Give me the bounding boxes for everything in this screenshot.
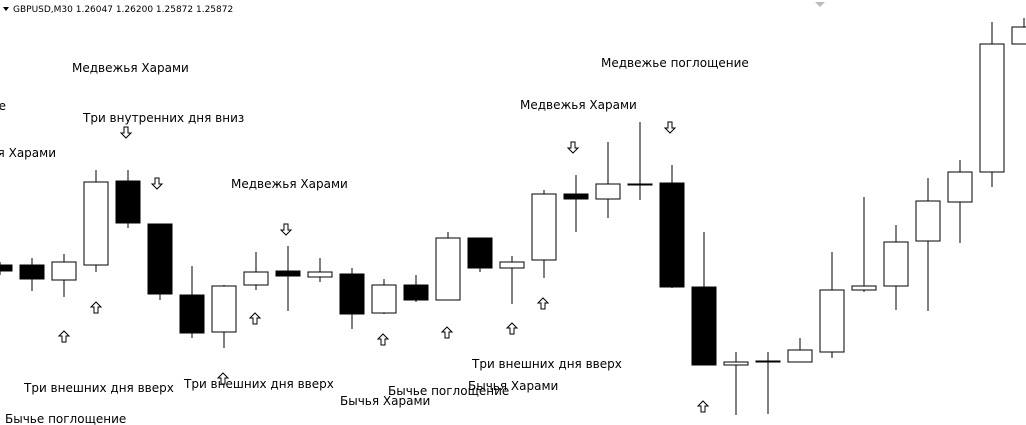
pattern-label: Три внешних дня вверх bbox=[183, 377, 334, 391]
pattern-label: Бычье поглощение bbox=[5, 412, 126, 425]
candle-body bbox=[179, 294, 205, 334]
candle-body bbox=[1011, 26, 1026, 45]
candle-body bbox=[115, 180, 141, 224]
pattern-label: Медвежье поглощение bbox=[601, 56, 749, 70]
pattern-label: Медвежье поглощение bbox=[0, 99, 6, 113]
candle-body bbox=[467, 237, 493, 269]
candle-body bbox=[19, 264, 45, 280]
up-arrow bbox=[216, 372, 230, 385]
up-arrow bbox=[440, 326, 454, 339]
pattern-label: Медвежья Харами bbox=[72, 61, 189, 75]
candles bbox=[0, 18, 1026, 415]
down-arrow bbox=[119, 126, 133, 139]
candle-body bbox=[435, 237, 461, 301]
pattern-label: Три внешних дня вверх bbox=[23, 381, 174, 395]
candle-body bbox=[339, 273, 365, 315]
down-arrow bbox=[150, 177, 164, 190]
candle-body bbox=[659, 182, 685, 288]
arrows bbox=[57, 121, 710, 413]
symbol-menu-triangle[interactable] bbox=[3, 7, 9, 11]
candle-body bbox=[307, 271, 333, 278]
candle-body bbox=[723, 361, 749, 366]
candle-body bbox=[243, 271, 269, 286]
candle-body bbox=[83, 181, 109, 266]
candle-body bbox=[755, 360, 781, 363]
up-arrow bbox=[248, 312, 262, 325]
up-arrow bbox=[89, 301, 103, 314]
pattern-label: Медвежья Харами bbox=[520, 98, 637, 112]
candle-body bbox=[563, 193, 589, 200]
pattern-label: Бычье поглощение bbox=[388, 384, 509, 398]
pattern-label: Бычья Харами bbox=[340, 394, 430, 408]
pattern-label: Бычья Харами bbox=[468, 379, 558, 393]
chart-header: GBPUSD,M30 1.26047 1.26200 1.25872 1.258… bbox=[13, 5, 233, 15]
up-arrow bbox=[57, 330, 71, 343]
candle-body bbox=[275, 270, 301, 277]
candle-body bbox=[979, 43, 1005, 173]
candle-body bbox=[819, 289, 845, 353]
candle-body bbox=[915, 200, 941, 242]
up-arrow bbox=[376, 333, 390, 346]
candle-body bbox=[499, 261, 525, 269]
down-arrow bbox=[663, 121, 677, 134]
candle-body bbox=[627, 183, 653, 186]
candle-body bbox=[371, 284, 397, 314]
down-arrow bbox=[566, 141, 580, 154]
pattern-label: Медвежья Харами bbox=[231, 177, 348, 191]
candle-body bbox=[691, 286, 717, 366]
candle-body bbox=[787, 349, 813, 363]
candle-body bbox=[851, 285, 877, 291]
candle-body bbox=[403, 284, 429, 301]
candle-body bbox=[883, 241, 909, 287]
candle-body bbox=[51, 261, 77, 281]
up-arrow bbox=[505, 322, 519, 335]
pattern-label: Три внутренних дня вниз bbox=[82, 111, 244, 125]
shift-marker bbox=[815, 2, 825, 7]
candle-body bbox=[211, 285, 237, 333]
candle-body bbox=[147, 223, 173, 295]
candle-body bbox=[595, 183, 621, 200]
annotations: Медвежья Харами Медвежье поглощение Медвеж… bbox=[0, 56, 749, 425]
up-arrow bbox=[536, 297, 550, 310]
pattern-label: Медвежья Харами bbox=[0, 146, 56, 160]
candle-body bbox=[531, 193, 557, 261]
candle-body bbox=[947, 171, 973, 203]
up-arrow bbox=[696, 400, 710, 413]
candle-body bbox=[0, 264, 13, 272]
down-arrow bbox=[279, 223, 293, 236]
pattern-label: Три внешних дня вверх bbox=[471, 357, 622, 371]
